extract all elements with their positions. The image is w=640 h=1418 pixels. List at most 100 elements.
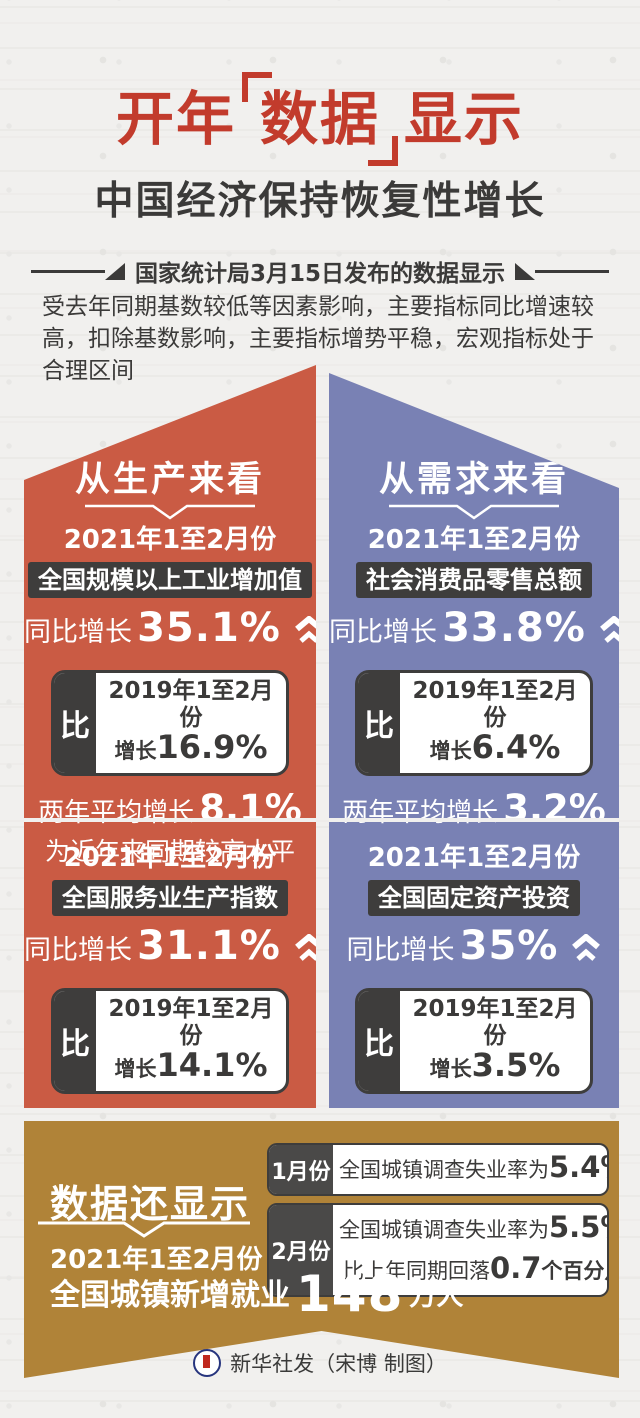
production-column: 从生产来看 2021年1至2月份 全国规模以上工业增加值 同比增长 35.1% … [24, 365, 316, 1108]
source-banner-text: 国家统计局3月15日发布的数据显示 [134, 261, 505, 287]
intro-paragraph: 受去年同期基数较低等因素影响，主要指标同比增速较高，扣除基数影响，主要指标增势平… [42, 294, 594, 384]
period-label: 2021年1至2月份 [63, 843, 277, 873]
change-text: 比上年同期回落 [343, 1259, 491, 1283]
block-divider [329, 818, 619, 822]
row-body: 全国城镇调查失业率为5.5% 比上年同期回落0.7个百分点 [333, 1205, 607, 1295]
jobs-suffix: 万人 [409, 1281, 464, 1312]
yoy-value: 31.1% [137, 923, 281, 969]
comparison-pill: 比 2019年1至2月份 增长6.4% [355, 670, 593, 776]
two-year-average-line: 两年平均增长 8.1% [24, 790, 316, 835]
demand-column-header: 从需求来看 [378, 460, 569, 500]
unemployment-value: 5.4% [549, 1150, 607, 1184]
credit-text: 新华社发（宋博 制图） [230, 1352, 447, 1376]
yoy-growth-line: 同比增长 35.1% [24, 606, 316, 660]
subtitle: 中国经济保持恢复性增长 [94, 179, 546, 224]
two-year-average-line: 两年平均增速 1.7% [503, 1105, 606, 1109]
note-line: 为近年来同期较高水平 [44, 837, 295, 866]
growth-label: 增长 [429, 1057, 472, 1081]
compare-label: 比 [54, 991, 96, 1091]
compare-growth-line: 增长3.5% [402, 1049, 588, 1086]
yoy-label: 同比增长 [24, 617, 132, 648]
jobs-period-label: 2021年1至2月份 [50, 1245, 263, 1275]
double-chevron-up-icon [294, 615, 316, 660]
yoy-label: 同比增长 [24, 935, 132, 966]
unemployment-line: 全国城镇调查失业率为5.4% [339, 1149, 607, 1190]
compare-period: 2019年1至2月份 [412, 678, 578, 731]
title-prefix: 开年 [115, 85, 236, 153]
industrial-output-block: 2021年1至2月份 全国规模以上工业增加值 同比增长 35.1% 比 2019… [24, 525, 316, 867]
compare-growth-line: 增长6.4% [402, 731, 588, 768]
jobs-prefix: 全国城镇新增就业 [50, 1278, 290, 1313]
growth-value: 14.1% [156, 1046, 268, 1084]
production-column-header: 从生产来看 [74, 460, 265, 500]
period-label: 2021年1至2月份 [63, 525, 277, 555]
unemployment-value: 5.5% [549, 1210, 607, 1244]
yoy-growth-line: 同比增长 31.1% [24, 924, 316, 978]
yoy-value: 33.8% [442, 605, 586, 651]
yoy-value: 35% [459, 923, 559, 969]
change-line: 比上年同期回落0.7个百分点 [339, 1250, 607, 1291]
average-label: 两年平均增长 [38, 798, 195, 828]
banner-triangle-right-icon [515, 262, 535, 280]
average-value: 3.2% [503, 787, 606, 830]
fixed-asset-investment-block: 2021年1至2月份 全国固定资产投资 同比增长 35% 比 2019年1至2月… [329, 843, 619, 1109]
header-underline-notch-icon [389, 504, 559, 522]
compare-growth-line: 增长14.1% [98, 1049, 284, 1086]
two-year-average-line: 两年平均增长 3.2% [329, 790, 619, 835]
comparison-pill: 比 2019年1至2月份 增长16.9% [51, 670, 289, 776]
month-label: 1月份 [269, 1145, 333, 1194]
yoy-label: 同比增长 [346, 935, 455, 966]
period-label: 2021年1至2月份 [367, 525, 581, 555]
yoy-label: 同比增长 [329, 617, 437, 648]
additional-data-section: 数据还显示 1月份 全国城镇调查失业率为5.4% 2月份 全国城镇调查失业率为5… [24, 1121, 619, 1378]
compare-period: 2019年1至2月份 [108, 678, 274, 731]
retail-sales-block: 2021年1至2月份 社会消费品零售总额 同比增长 33.8% 比 2019年1… [329, 525, 619, 835]
unemployment-text: 全国城镇调查失业率为 [339, 1218, 549, 1242]
banner-line-right [535, 269, 609, 273]
corner-bracket-bottomright-icon [368, 136, 398, 166]
january-unemployment-row: 1月份 全国城镇调查失业率为5.4% [267, 1143, 609, 1196]
xinhua-emblem-icon [193, 1349, 222, 1377]
block-divider [24, 818, 316, 822]
title-bracketed-word: 数据 [241, 72, 398, 166]
row-body: 全国城镇调查失业率为5.4% [333, 1145, 607, 1194]
page-title: 开年 数据 显示 [0, 72, 640, 166]
average-label: 两年平均增长 [342, 798, 499, 828]
unemployment-line: 全国城镇调查失业率为5.5% [339, 1209, 607, 1250]
change-value: 0.7 [490, 1251, 542, 1285]
double-chevron-up-icon [599, 615, 619, 660]
growth-value: 3.5% [471, 1046, 561, 1084]
yoy-value: 35.1% [137, 605, 281, 651]
compare-label: 比 [358, 991, 400, 1091]
comparison-body: 2019年1至2月份 增长16.9% [96, 673, 286, 773]
headline-underline-notch-icon [38, 1221, 250, 1241]
services-index-block: 2021年1至2月份 全国服务业生产指数 同比增长 31.1% 比 2019年1… [24, 843, 316, 1109]
month-label: 2月份 [269, 1205, 333, 1295]
title-bracketed-text: 数据 [259, 85, 380, 153]
comparison-body: 2019年1至2月份 增长14.1% [96, 991, 286, 1091]
yoy-growth-line: 同比增长 35% [329, 924, 619, 978]
footer: 新华社发（宋博 制图） [0, 1348, 640, 1378]
average-value: 1.7% [503, 1105, 606, 1109]
indicator-badge: 全国固定资产投资 [368, 880, 580, 916]
compare-period: 2019年1至2月份 [108, 996, 274, 1049]
compare-label: 比 [358, 673, 400, 773]
compare-growth-line: 增长16.9% [98, 731, 284, 768]
unemployment-rows: 1月份 全国城镇调查失业率为5.4% 2月份 全国城镇调查失业率为5.5% 比上… [267, 1143, 609, 1297]
jobs-value: 148 [296, 1265, 404, 1323]
demand-column: 从需求来看 2021年1至2月份 社会消费品零售总额 同比增长 33.8% 比 … [329, 373, 619, 1108]
average-value: 6.8% [199, 1105, 302, 1109]
double-chevron-up-icon [571, 933, 601, 978]
source-banner: 国家统计局3月15日发布的数据显示 [0, 254, 640, 288]
period-label: 2021年1至2月份 [367, 843, 581, 873]
two-year-average-line: 两年平均增长 6.8% [199, 1105, 302, 1109]
banner-line-left [30, 269, 105, 273]
comparison-body: 2019年1至2月份 增长3.5% [400, 991, 590, 1091]
february-unemployment-row: 2月份 全国城镇调查失业率为5.5% 比上年同期回落0.7个百分点 [267, 1203, 609, 1297]
corner-bracket-topleft-icon [241, 72, 272, 102]
growth-value: 16.9% [156, 728, 268, 766]
indicator-badge: 全国规模以上工业增加值 [28, 562, 312, 598]
title-suffix: 显示 [404, 85, 525, 153]
growth-label: 增长 [429, 739, 472, 763]
